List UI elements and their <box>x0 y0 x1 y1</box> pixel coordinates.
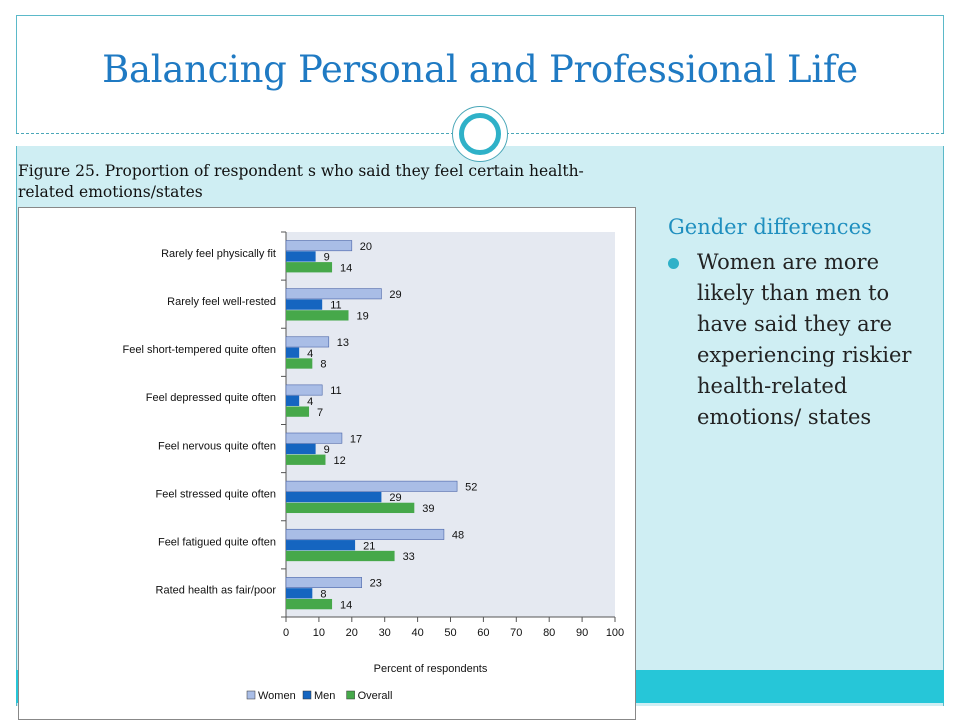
data-label: 11 <box>330 385 341 397</box>
bar-women <box>285 577 362 588</box>
bar-women <box>285 288 382 300</box>
data-label: 4 <box>307 348 313 360</box>
x-tick-label: 100 <box>606 627 624 639</box>
data-label: 39 <box>422 503 434 515</box>
data-label: 7 <box>317 407 323 419</box>
data-label: 9 <box>324 252 330 264</box>
figure-caption: Figure 25. Proportion of respondent s wh… <box>18 161 618 203</box>
x-tick-label: 90 <box>576 627 588 639</box>
bar-overall <box>286 358 313 369</box>
bar-overall <box>286 598 333 610</box>
bar-men <box>286 395 300 406</box>
legend-label: Overall <box>358 690 393 702</box>
bar-overall <box>286 262 333 273</box>
data-label: 14 <box>340 599 352 611</box>
x-tick-label: 60 <box>477 627 489 639</box>
x-tick-label: 80 <box>543 627 555 639</box>
bar-women <box>285 336 330 348</box>
bar-men <box>286 347 300 358</box>
bar-men <box>286 251 316 262</box>
category-label: Feel nervous quite often <box>158 440 276 452</box>
data-label: 48 <box>452 530 464 542</box>
data-label: 8 <box>320 588 326 600</box>
category-label: Feel fatigued quite often <box>158 537 276 549</box>
x-tick-label: 30 <box>379 627 391 639</box>
data-label: 23 <box>370 578 382 590</box>
ring-icon <box>459 113 501 155</box>
bar-men <box>286 443 316 455</box>
bar-women <box>285 480 458 492</box>
x-tick-label: 70 <box>510 627 522 639</box>
bar-chart: Rarely feel physically fit 20 9 14 Rarely fe… <box>123 231 624 702</box>
x-tick-label: 50 <box>444 627 456 639</box>
data-label: 21 <box>363 540 375 552</box>
bar-overall <box>286 310 349 321</box>
data-label: 11 <box>330 300 341 312</box>
chart-container: Rarely feel physically fit 20 9 14 Rarely fe… <box>18 207 636 720</box>
category-label: Feel stressed quite often <box>156 488 276 500</box>
bar-overall <box>286 550 395 562</box>
data-label: 14 <box>340 262 352 274</box>
data-label: 4 <box>307 396 313 408</box>
bullet-text: Women are more likely than men to have s… <box>697 250 912 429</box>
x-tick-label: 20 <box>346 627 358 639</box>
caption-line-1: Figure 25. Proportion of respondent s wh… <box>18 162 584 180</box>
bar-women <box>285 432 343 444</box>
x-axis-title: Percent of respondents <box>374 663 488 675</box>
x-tick-label: 0 <box>283 627 289 639</box>
bar-overall <box>286 502 415 514</box>
bar-men <box>286 588 313 599</box>
bar-men <box>286 540 356 551</box>
notes-panel: Gender differences Women are more likely… <box>668 215 938 433</box>
caption-line-2: related emotions/states <box>18 183 203 201</box>
data-label: 52 <box>465 481 477 493</box>
category-label: Rarely feel physically fit <box>161 248 276 260</box>
bar-women <box>285 528 445 540</box>
bar-men <box>286 299 323 310</box>
notes-subheading: Gender differences <box>668 215 872 239</box>
legend-swatch <box>346 690 355 700</box>
bullet-icon <box>668 258 679 269</box>
x-tick-label: 40 <box>411 627 423 639</box>
category-label: Feel short-tempered quite often <box>123 344 276 356</box>
data-label: 8 <box>320 359 326 371</box>
data-label: 13 <box>337 337 349 349</box>
data-label: 29 <box>389 289 401 301</box>
data-label: 33 <box>403 551 415 563</box>
data-label: 20 <box>360 241 372 253</box>
data-label: 12 <box>333 455 345 467</box>
category-label: Rarely feel well-rested <box>167 296 276 308</box>
bar-overall <box>286 454 326 465</box>
bar-women <box>285 240 353 252</box>
data-label: 19 <box>357 311 369 323</box>
x-tick-label: 10 <box>313 627 325 639</box>
data-label: 17 <box>350 433 362 445</box>
notes-bullet: Women are more likely than men to have s… <box>668 247 938 433</box>
data-label: 29 <box>389 492 401 504</box>
bar-men <box>286 491 382 503</box>
legend-label: Women <box>258 690 296 702</box>
slide-title: Balancing Personal and Professional Life <box>102 48 858 91</box>
legend-label: Men <box>314 690 335 702</box>
category-label: Rated health as fair/poor <box>156 585 277 597</box>
category-label: Feel depressed quite often <box>146 392 276 404</box>
bar-overall <box>286 406 310 417</box>
data-label: 9 <box>324 444 330 456</box>
legend-swatch <box>302 690 312 700</box>
legend-swatch <box>246 690 256 700</box>
bar-women <box>285 384 323 396</box>
notes-list: Women are more likely than men to have s… <box>668 247 938 433</box>
